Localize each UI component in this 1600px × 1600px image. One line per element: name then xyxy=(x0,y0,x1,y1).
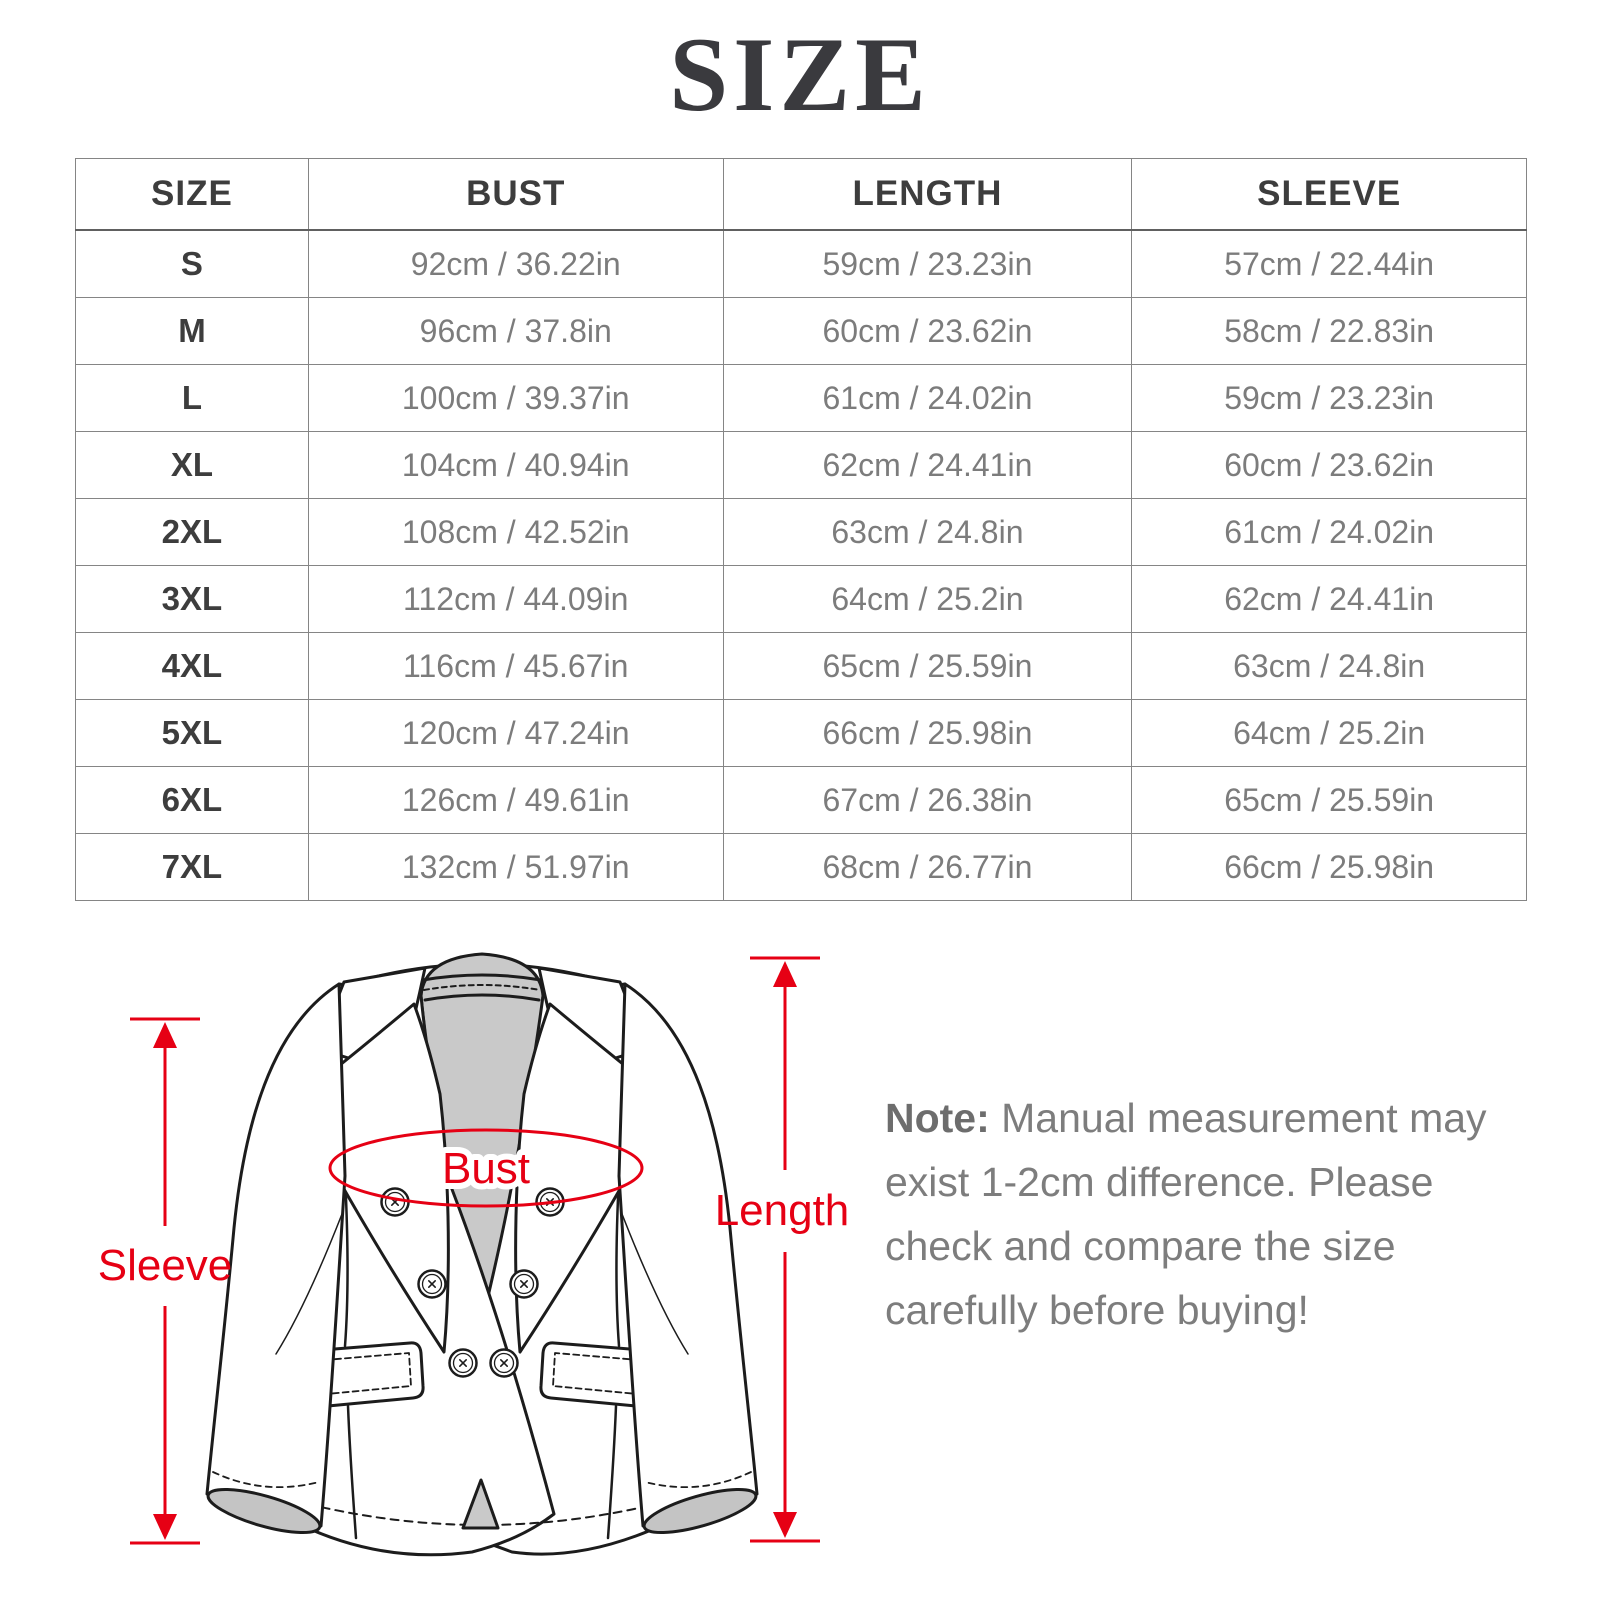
cell-length: 60cm / 23.62in xyxy=(722,297,1133,365)
cell-sleeve: 62cm / 24.41in xyxy=(1131,565,1527,633)
cell-sleeve: 58cm / 22.83in xyxy=(1131,297,1527,365)
header-sleeve: SLEEVE xyxy=(1131,158,1527,231)
cell-size: 7XL xyxy=(75,833,309,901)
button-icon xyxy=(448,1348,478,1378)
cell-size: L xyxy=(75,364,309,432)
header-bust: BUST xyxy=(307,158,724,231)
cell-sleeve: 61cm / 24.02in xyxy=(1131,498,1527,566)
cell-length: 62cm / 24.41in xyxy=(722,431,1133,499)
length-label: Length xyxy=(715,1186,850,1235)
table-row: M 96cm / 37.8in 60cm / 23.62in 58cm / 22… xyxy=(75,297,1527,365)
cell-length: 65cm / 25.59in xyxy=(722,632,1133,700)
cell-size: 2XL xyxy=(75,498,309,566)
cell-size: 4XL xyxy=(75,632,309,700)
cell-length: 68cm / 26.77in xyxy=(722,833,1133,901)
table-row: 3XL 112cm / 44.09in 64cm / 25.2in 62cm /… xyxy=(75,565,1527,633)
cell-size: 6XL xyxy=(75,766,309,834)
table-row: XL 104cm / 40.94in 62cm / 24.41in 60cm /… xyxy=(75,431,1527,499)
sleeve-measure-arrow xyxy=(130,1017,200,1545)
cell-bust: 126cm / 49.61in xyxy=(307,766,724,834)
bust-measure-ellipse xyxy=(328,1128,644,1208)
cell-sleeve: 65cm / 25.59in xyxy=(1131,766,1527,834)
cell-length: 63cm / 24.8in xyxy=(722,498,1133,566)
button-icon xyxy=(417,1269,447,1299)
garment-measurement-diagram: Sleeve Bust Length xyxy=(98,952,850,1557)
cell-length: 61cm / 24.02in xyxy=(722,364,1133,432)
cell-sleeve: 66cm / 25.98in xyxy=(1131,833,1527,901)
page-title: SIZE xyxy=(669,16,931,133)
cell-bust: 132cm / 51.97in xyxy=(307,833,724,901)
cell-sleeve: 64cm / 25.2in xyxy=(1131,699,1527,767)
table-row: 2XL 108cm / 42.52in 63cm / 24.8in 61cm /… xyxy=(75,498,1527,566)
cell-length: 59cm / 23.23in xyxy=(722,229,1133,298)
table-row: L 100cm / 39.37in 61cm / 24.02in 59cm / … xyxy=(75,364,1527,432)
cell-sleeve: 57cm / 22.44in xyxy=(1131,229,1527,298)
sleeve-label: Sleeve xyxy=(98,1241,233,1290)
button-icon xyxy=(489,1348,519,1378)
table-row: 6XL 126cm / 49.61in 67cm / 26.38in 65cm … xyxy=(75,766,1527,834)
cell-size: 3XL xyxy=(75,565,309,633)
cell-sleeve: 63cm / 24.8in xyxy=(1131,632,1527,700)
cell-bust: 112cm / 44.09in xyxy=(307,565,724,633)
note-text: Note: Manual measurement may exist 1-2cm… xyxy=(885,1086,1505,1342)
cell-bust: 100cm / 39.37in xyxy=(307,364,724,432)
cell-bust: 116cm / 45.67in xyxy=(307,632,724,700)
cell-sleeve: 60cm / 23.62in xyxy=(1131,431,1527,499)
cell-bust: 120cm / 47.24in xyxy=(307,699,724,767)
cell-size: 5XL xyxy=(75,699,309,767)
length-measure-arrow xyxy=(750,956,820,1543)
cell-bust: 96cm / 37.8in xyxy=(307,297,724,365)
header-length: LENGTH xyxy=(722,158,1133,231)
size-chart-table: SIZE BUST LENGTH SLEEVE S 92cm / 36.22in… xyxy=(75,158,1527,901)
cell-bust: 92cm / 36.22in xyxy=(307,229,724,298)
table-row: S 92cm / 36.22in 59cm / 23.23in 57cm / 2… xyxy=(75,229,1527,298)
table-row: 4XL 116cm / 45.67in 65cm / 25.59in 63cm … xyxy=(75,632,1527,700)
cell-bust: 108cm / 42.52in xyxy=(307,498,724,566)
cell-length: 66cm / 25.98in xyxy=(722,699,1133,767)
cell-length: 64cm / 25.2in xyxy=(722,565,1133,633)
jacket-illustration xyxy=(205,952,759,1557)
table-row: 7XL 132cm / 51.97in 68cm / 26.77in 66cm … xyxy=(75,833,1527,901)
cell-bust: 104cm / 40.94in xyxy=(307,431,724,499)
cell-size: M xyxy=(75,297,309,365)
cell-sleeve: 59cm / 23.23in xyxy=(1131,364,1527,432)
header-size: SIZE xyxy=(75,158,309,231)
table-row: 5XL 120cm / 47.24in 66cm / 25.98in 64cm … xyxy=(75,699,1527,767)
cell-size: XL xyxy=(75,431,309,499)
button-icon xyxy=(509,1269,539,1299)
cell-size: S xyxy=(75,229,309,298)
note-label: Note: xyxy=(885,1095,990,1141)
bust-label: Bust xyxy=(442,1144,530,1193)
note-body: Manual measurement may exist 1-2cm diffe… xyxy=(885,1095,1487,1333)
cell-length: 67cm / 26.38in xyxy=(722,766,1133,834)
table-header-row: SIZE BUST LENGTH SLEEVE xyxy=(75,158,1527,231)
